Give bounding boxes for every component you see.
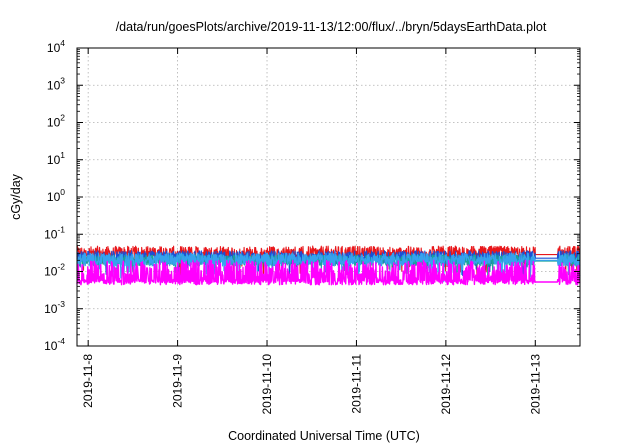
y-tick-label: 100 [47,187,65,204]
y-tick-label: 101 [47,150,65,167]
x-axis-label: Coordinated Universal Time (UTC) [228,429,420,443]
y-axis-label: cGy/day [9,173,23,220]
chart-title: /data/run/goesPlots/archive/2019-11-13/1… [116,20,547,34]
x-tick-label: 2019-11-10 [260,354,274,415]
y-tick-label: 104 [47,38,65,55]
x-tick-label: 2019-11-13 [528,354,542,415]
x-tick-label: 2019-11-8 [81,354,95,408]
series-line [76,252,581,283]
x-tick-label: 2019-11-12 [439,354,453,415]
y-tick-label: 103 [47,75,65,92]
y-axis: 10-4 10-3 10-2 10-1 100 101 102 103 104 [44,38,580,353]
x-tick-label: 2019-11-11 [349,354,363,414]
y-tick-label: 10-4 [44,336,65,353]
y-tick-label: 10-1 [44,224,65,241]
grid [77,48,580,346]
y-tick-label: 10-2 [44,262,65,279]
plot-frame [76,47,581,347]
x-tick-label: 2019-11-9 [171,354,185,408]
series-line [76,259,581,286]
series-layer [76,245,581,286]
x-axis: 2019-11-8 2019-11-9 2019-11-10 2019-11-11 20… [81,48,542,415]
y-tick-label: 102 [47,113,65,130]
y-tick-label: 10-3 [44,299,65,316]
